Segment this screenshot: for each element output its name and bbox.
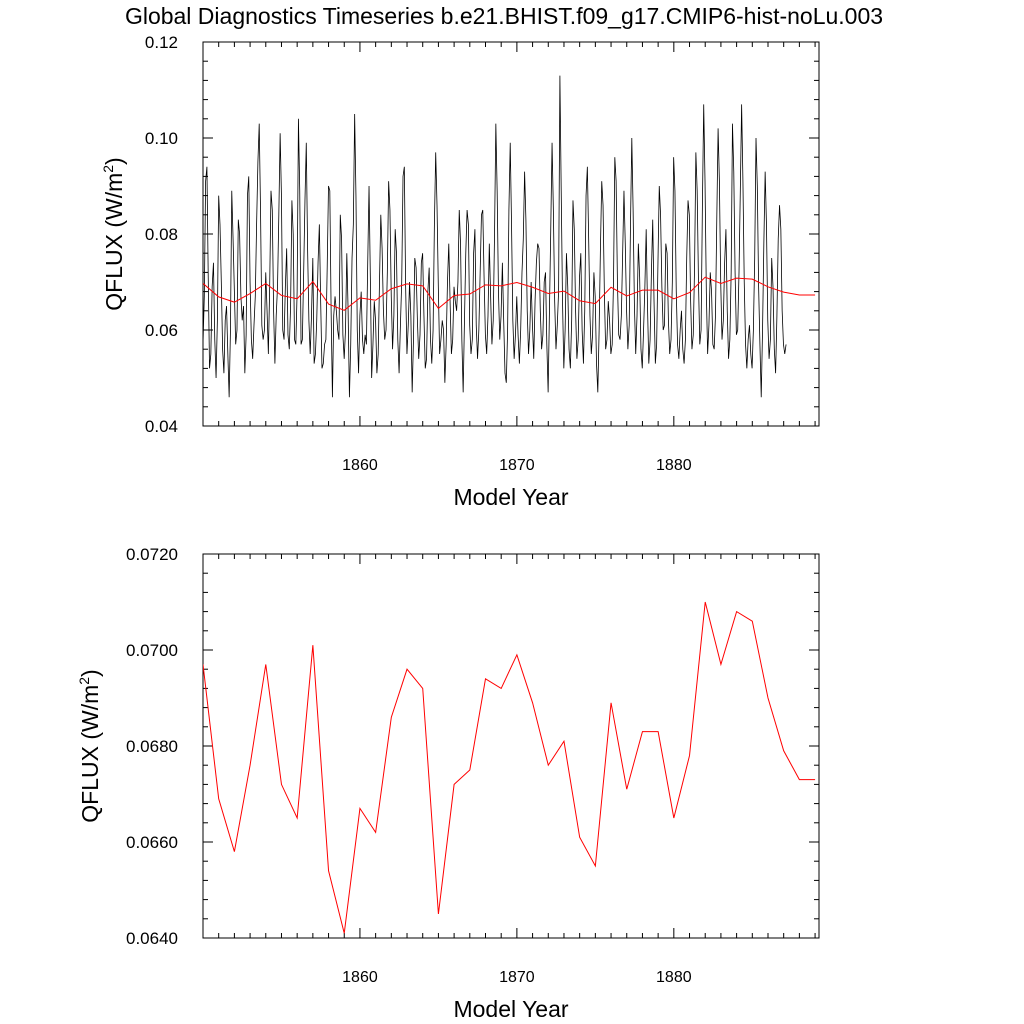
x-axis-label: Model Year xyxy=(453,484,568,510)
y-tick-label: 0.10 xyxy=(145,129,178,148)
y-tick-label: 0.0680 xyxy=(126,737,178,756)
x-tick-label: 1860 xyxy=(342,969,378,986)
y-tick-label: 0.0640 xyxy=(126,929,178,948)
top-plot: 1860 1870 1880 0.04 0.06 0.08 0.10 0.12 Model Ye… xyxy=(100,33,820,510)
x-tick-label: 1870 xyxy=(499,457,535,474)
x-tick-label: 1880 xyxy=(656,457,692,474)
y-axis-label: QFLUX (W/m2) xyxy=(100,157,127,310)
plot-frame xyxy=(202,41,820,427)
y-axis-label: QFLUX (W/m2) xyxy=(76,669,103,822)
x-axis-label: Model Year xyxy=(453,996,568,1022)
x-tick-label: 1860 xyxy=(342,457,378,474)
annual-mean-series-line xyxy=(203,276,816,311)
figure-title: Global Diagnostics Timeseries b.e21.BHIS… xyxy=(125,3,883,29)
y-tick-label: 0.08 xyxy=(145,225,178,244)
monthly-series-line xyxy=(203,75,787,398)
y-tick-label: 0.06 xyxy=(145,321,178,340)
y-tick-label: 0.0700 xyxy=(126,641,178,660)
x-tick-label: 1880 xyxy=(656,969,692,986)
y-tick-label: 0.0720 xyxy=(126,545,178,564)
y-tick-label: 0.12 xyxy=(145,33,178,52)
annual-mean-series-line xyxy=(203,601,816,934)
bottom-plot: 1860 1870 1880 0.0640 0.0660 0.0680 0.0700 0.07… xyxy=(76,545,820,1022)
y-tick-label: 0.0660 xyxy=(126,833,178,852)
plot-frame xyxy=(202,553,820,939)
x-tick-label: 1870 xyxy=(499,969,535,986)
y-tick-label: 0.04 xyxy=(145,417,178,436)
